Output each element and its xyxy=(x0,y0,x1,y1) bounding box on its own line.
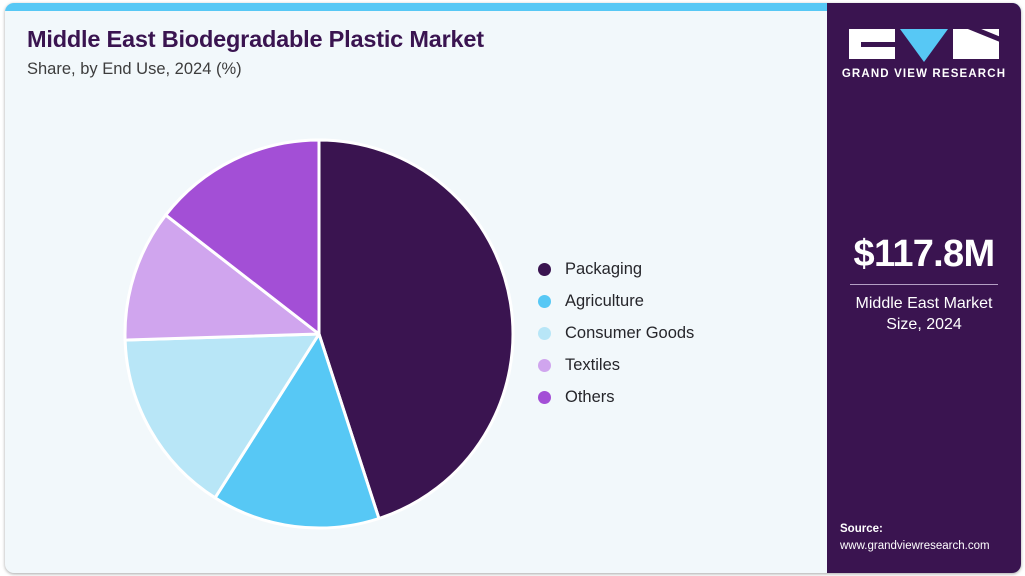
pie-slice-agriculture[interactable] xyxy=(213,332,381,530)
pie-slice-others[interactable] xyxy=(164,138,321,336)
pie-slice-group xyxy=(123,138,515,530)
source-block: Source: www.grandviewresearch.com xyxy=(840,521,1021,556)
legend-label: Agriculture xyxy=(565,291,644,310)
pie-slice-packaging[interactable] xyxy=(317,138,515,520)
top-accent-bar xyxy=(5,3,1021,11)
page-subtitle: Share, by End Use, 2024 (%) xyxy=(27,60,242,79)
legend-label: Textiles xyxy=(565,355,621,374)
sidebar: GRAND VIEW RESEARCH $117.8M Middle East … xyxy=(827,3,1021,573)
legend-label: Others xyxy=(565,387,615,406)
logo-letter-r-icon xyxy=(953,29,999,59)
legend-item-textiles[interactable]: Textiles xyxy=(538,349,798,381)
logo-letter-v-triangle-icon xyxy=(900,29,948,62)
legend-item-packaging[interactable]: Packaging xyxy=(538,253,798,285)
legend-swatch-icon xyxy=(538,294,551,308)
logo-marks xyxy=(827,29,1021,62)
stat-caption: Middle East Market Size, 2024 xyxy=(827,293,1021,336)
legend-item-others[interactable]: Others xyxy=(538,381,798,413)
header: Middle East Biodegradable Plastic Market… xyxy=(27,26,787,80)
legend-swatch-icon xyxy=(538,358,551,372)
stat-caption-line-2: Size, 2024 xyxy=(886,316,962,334)
stat-value: $117.8M xyxy=(853,233,996,275)
stat-divider xyxy=(850,283,998,285)
pie-slice-textiles[interactable] xyxy=(123,213,321,342)
brand-logo: GRAND VIEW RESEARCH xyxy=(827,29,1021,80)
stat-caption-line-1: Middle East Market xyxy=(855,294,993,312)
legend-item-agriculture[interactable]: Agriculture xyxy=(538,285,798,317)
pie-chart-svg xyxy=(123,138,515,530)
logo-letter-g-icon xyxy=(849,29,895,59)
pie-slice-consumer-goods[interactable] xyxy=(123,332,321,500)
logo-wordmark: GRAND VIEW RESEARCH xyxy=(841,68,1007,80)
legend-swatch-icon xyxy=(538,326,551,340)
market-size-stat: $117.8M Middle East Market Size, 2024 xyxy=(827,233,1021,336)
chart-card: Middle East Biodegradable Plastic Market… xyxy=(5,3,1021,573)
legend-item-consumer-goods[interactable]: Consumer Goods xyxy=(538,317,798,349)
legend-label: Consumer Goods xyxy=(565,323,695,342)
chart-legend: Packaging Agriculture Consumer Goods Tex… xyxy=(538,253,798,413)
legend-label: Packaging xyxy=(565,259,643,278)
source-url[interactable]: www.grandviewresearch.com xyxy=(840,539,990,552)
legend-swatch-icon xyxy=(538,390,551,404)
source-label: Source: xyxy=(840,522,883,535)
pie-chart xyxy=(123,138,515,530)
legend-swatch-icon xyxy=(538,262,551,276)
page-title: Middle East Biodegradable Plastic Market xyxy=(27,26,484,52)
